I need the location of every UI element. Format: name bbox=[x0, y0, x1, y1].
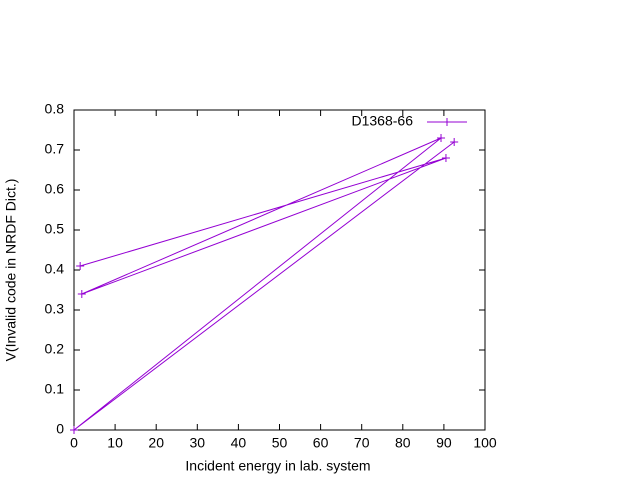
data-point bbox=[450, 138, 459, 146]
x-tick-label: 70 bbox=[354, 435, 370, 451]
x-tick-label: 60 bbox=[313, 435, 329, 451]
y-tick-label: 0.3 bbox=[45, 301, 65, 317]
data-point bbox=[441, 154, 450, 162]
y-tick-label: 0.8 bbox=[45, 101, 65, 117]
x-tick-label: 90 bbox=[436, 435, 452, 451]
data-point bbox=[70, 426, 78, 434]
y-tick-label: 0.4 bbox=[45, 261, 65, 277]
data-point bbox=[437, 134, 446, 142]
y-tick-label: 0.1 bbox=[45, 381, 65, 397]
legend-label: D1368-66 bbox=[352, 113, 414, 129]
data-point bbox=[77, 290, 86, 298]
y-tick-label: 0.7 bbox=[45, 141, 65, 157]
data-point bbox=[76, 262, 85, 270]
x-axis-label: Incident energy in lab. system bbox=[185, 458, 370, 474]
x-tick-label: 0 bbox=[70, 435, 78, 451]
y-tick-label: 0.5 bbox=[45, 221, 65, 237]
x-tick-label: 50 bbox=[272, 435, 288, 451]
x-tick-label: 30 bbox=[190, 435, 206, 451]
y-axis-label: V(Invalid code in NRDF Dict.) bbox=[3, 179, 19, 362]
data-line bbox=[73, 137, 455, 431]
x-tick-label: 80 bbox=[395, 435, 411, 451]
y-tick-label: 0 bbox=[56, 421, 64, 437]
y-tick-label: 0.2 bbox=[45, 341, 65, 357]
legend-marker bbox=[443, 118, 451, 126]
x-tick-label: 40 bbox=[231, 435, 247, 451]
x-tick-label: 10 bbox=[107, 435, 123, 451]
x-tick-label: 20 bbox=[148, 435, 164, 451]
x-tick-label: 100 bbox=[473, 435, 497, 451]
y-tick-label: 0.6 bbox=[45, 181, 65, 197]
plot-frame bbox=[73, 109, 486, 431]
